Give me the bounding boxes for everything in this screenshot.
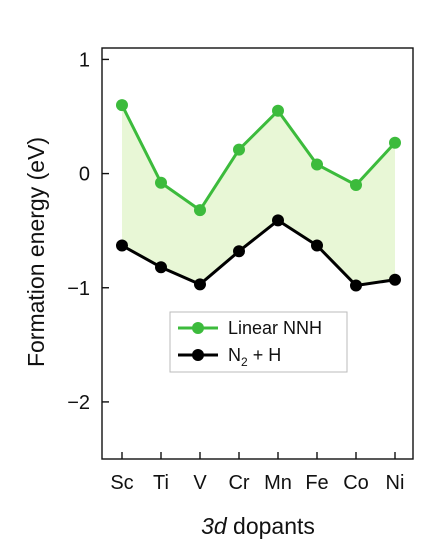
data-point-1-co — [350, 279, 362, 292]
data-point-1-fe — [311, 239, 323, 252]
data-point-0-mn — [272, 104, 284, 117]
x-tick-label-fe: Fe — [305, 472, 328, 494]
data-point-1-sc — [116, 239, 128, 252]
x-tick-label-ni: Ni — [386, 472, 405, 494]
legend-label-1: N2 + H — [228, 345, 281, 369]
data-point-0-v — [194, 204, 206, 217]
x-tick-label-ti: Ti — [153, 472, 169, 494]
data-point-1-ti — [155, 261, 167, 274]
x-tick-label-sc: Sc — [110, 472, 133, 494]
y-tick-label: −1 — [67, 278, 90, 300]
fill-between-area — [122, 105, 395, 286]
legend-marker-0 — [192, 322, 204, 334]
legend-box — [169, 311, 348, 373]
data-point-1-ni — [389, 273, 401, 286]
data-point-0-co — [350, 179, 362, 191]
x-axis: Sc Ti V Cr Mn Fe Co Ni — [110, 452, 404, 494]
fill-between-polygon — [122, 105, 395, 286]
y-tick-label: 0 — [79, 164, 90, 186]
legend-marker-1 — [192, 349, 204, 361]
x-tick-label-co: Co — [343, 472, 369, 494]
x-tick-label-mn: Mn — [264, 472, 292, 494]
series-layer — [116, 99, 401, 292]
data-point-0-sc — [116, 99, 128, 112]
y-tick-label: 1 — [79, 49, 90, 71]
data-point-1-v — [194, 278, 206, 291]
legend: Linear NNH N2 + H — [169, 311, 348, 373]
plot-frame — [101, 47, 414, 460]
data-point-1-cr — [233, 245, 245, 258]
y-tick-label: −2 — [67, 392, 90, 414]
data-point-0-ni — [389, 136, 401, 149]
data-point-1-mn — [272, 214, 284, 227]
x-axis-label: 3d dopants — [201, 513, 315, 539]
data-point-0-cr — [233, 143, 245, 156]
data-point-0-ti — [155, 176, 167, 189]
x-tick-label-v: V — [193, 472, 207, 494]
legend-label-0: Linear NNH — [228, 318, 322, 338]
series-line-0 — [120, 104, 397, 212]
series-line-1 — [121, 218, 396, 287]
data-point-0-fe — [311, 158, 323, 171]
y-axis: 1 0 −1 −2 — [67, 49, 109, 414]
x-tick-label-cr: Cr — [228, 472, 249, 494]
y-axis-label: Formation energy (eV) — [23, 137, 49, 367]
